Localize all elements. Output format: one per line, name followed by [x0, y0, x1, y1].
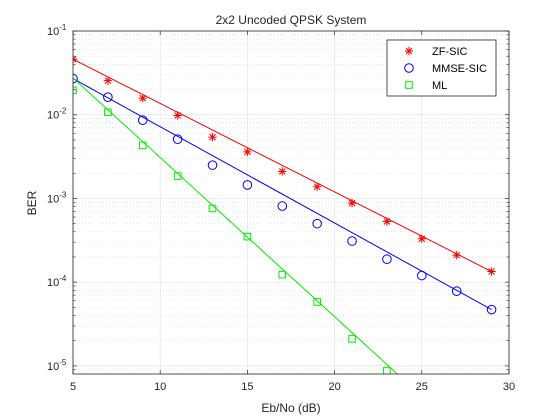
data-point-mmse-sic [242, 180, 253, 190]
data-point-mmse-sic [137, 115, 148, 126]
x-tick-label: 20 [328, 381, 340, 393]
legend-markers [404, 46, 414, 89]
data-point-ml [208, 204, 217, 213]
data-point-mmse-sic [347, 236, 357, 246]
data-point-zf-sic [382, 217, 392, 226]
data-point-ml [348, 335, 356, 343]
data-point-mmse-sic [312, 218, 322, 229]
y-axis-label: BER [25, 190, 39, 215]
data-point-zf-sic [347, 198, 357, 208]
data-point-zf-sic [208, 132, 217, 142]
data-point-ml [383, 367, 391, 374]
legend-marker-zf-sic [404, 46, 414, 56]
data-point-mmse-sic [451, 286, 462, 296]
legend-label-mmse-sic: MMSE-SIC [432, 63, 487, 75]
data-point-mmse-sic [277, 201, 288, 211]
data-point-zf-sic [417, 234, 426, 243]
x-axis-label: Eb/No (dB) [261, 401, 320, 415]
data-point-mmse-sic [172, 134, 183, 145]
data-point-mmse-sic [103, 92, 113, 102]
x-tick-label: 30 [503, 381, 515, 393]
data-point-zf-sic [278, 167, 287, 176]
series-layer [73, 55, 497, 374]
series-zf-sic [73, 55, 496, 276]
data-point-zf-sic [312, 182, 322, 191]
data-point-zf-sic [173, 111, 182, 120]
series-ml [73, 77, 398, 374]
x-tick-label: 5 [70, 381, 76, 393]
data-point-ml [73, 86, 77, 95]
data-point-mmse-sic [73, 73, 78, 84]
data-point-mmse-sic [207, 160, 218, 170]
legend-marker-ml [405, 81, 413, 89]
y-tick-label: 10-3 [47, 190, 67, 205]
data-point-zf-sic [243, 147, 252, 157]
data-point-ml [278, 270, 287, 279]
legend-label-ml: ML [432, 80, 447, 92]
data-point-zf-sic [487, 267, 496, 276]
data-point-zf-sic [138, 93, 147, 103]
legend-label-zf-sic: ZF-SIC [432, 46, 467, 58]
y-tick-label: 10-2 [47, 107, 67, 122]
data-point-ml [243, 232, 252, 241]
data-point-zf-sic [452, 250, 461, 260]
data-point-ml [173, 172, 182, 180]
data-point-ml [313, 298, 321, 306]
x-tick-label: 25 [416, 381, 428, 393]
y-tick-label: 10-4 [47, 274, 67, 289]
legend-marker-mmse-sic [404, 63, 414, 73]
data-point-mmse-sic [382, 254, 392, 265]
chart-title: 2x2 Uncoded QPSK System [216, 13, 367, 27]
series-line-ml [73, 77, 398, 374]
legend: ZF-SIC MMSE-SIC ML [386, 39, 497, 97]
data-point-mmse-sic [486, 304, 497, 315]
x-tick-label: 15 [241, 381, 253, 393]
data-point-zf-sic [103, 76, 113, 85]
tick-labels: 5 10 15 20 25 30 10-5 10-4 10-3 10-2 10-1 [47, 23, 515, 393]
ticks [72, 30, 510, 374]
data-point-mmse-sic [417, 270, 427, 281]
data-point-ml [138, 141, 147, 150]
data-point-ml [104, 108, 112, 117]
y-tick-label: 10-1 [47, 23, 67, 38]
series-mmse-sic [73, 73, 497, 315]
y-tick-label: 10-5 [47, 358, 67, 373]
x-tick-label: 10 [154, 381, 166, 393]
